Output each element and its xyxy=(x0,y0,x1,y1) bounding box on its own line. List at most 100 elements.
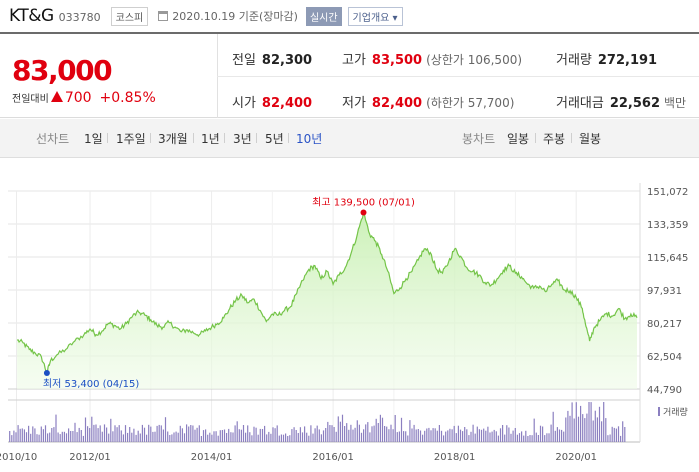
period-10y[interactable]: 10년 xyxy=(296,132,323,146)
candle-weekly[interactable]: 주봉 xyxy=(543,132,566,146)
stat-open: 시가 82,400 xyxy=(232,96,313,111)
volume-bar xyxy=(143,427,146,442)
volume-bar xyxy=(150,426,152,442)
volume-bar xyxy=(348,429,350,442)
volume-bar xyxy=(472,424,474,442)
volume-bar xyxy=(550,424,552,442)
volume-bar xyxy=(470,431,472,442)
period-3m[interactable]: 3개월 xyxy=(158,132,188,146)
volume-bar xyxy=(232,432,234,442)
volume-bar xyxy=(91,416,93,442)
period-5y[interactable]: 5년 xyxy=(265,132,284,146)
x-tick-label: 2012/01 xyxy=(69,452,111,463)
volume-bar xyxy=(539,425,542,442)
volume-bar xyxy=(188,426,190,442)
volume-bar xyxy=(533,418,535,442)
volume-bar xyxy=(306,432,308,442)
volume-bar xyxy=(146,434,148,442)
candle-daily[interactable]: 일봉 xyxy=(507,132,530,146)
volume-bar xyxy=(487,426,489,442)
realtime-button[interactable]: 실시간 xyxy=(305,6,342,26)
volume-bar xyxy=(156,425,158,442)
volume-bar xyxy=(141,424,143,442)
volume-bar xyxy=(19,428,21,442)
chart-annotations: 최고 139,500 (07/01) 최저 53,400 (04/15) xyxy=(43,197,415,390)
volume-bar xyxy=(521,431,523,442)
volume-bar xyxy=(358,424,360,442)
volume-bar xyxy=(405,431,407,442)
current-price: 83,000 xyxy=(12,54,113,87)
volume-bar xyxy=(287,436,289,442)
volume-bar xyxy=(97,428,99,442)
volume-bar xyxy=(304,426,306,442)
y-tick-label: 151,072 xyxy=(647,187,688,198)
y-tick-label: 97,931 xyxy=(647,286,682,297)
period-1d[interactable]: 1일 xyxy=(84,132,103,146)
volume-bar xyxy=(223,429,226,442)
volume-bar xyxy=(594,410,596,442)
corp-info-dropdown[interactable]: 기업개요 ▾ xyxy=(347,6,403,26)
volume-bar xyxy=(108,433,110,442)
volume-bar xyxy=(464,427,466,442)
volume-bar xyxy=(240,429,242,442)
volume-bar xyxy=(293,427,295,442)
volume-bar xyxy=(242,425,245,442)
volume-bar xyxy=(508,427,510,442)
market-badge: 코스피 xyxy=(110,6,149,26)
volume-bar xyxy=(411,428,413,442)
volume-bar xyxy=(495,431,497,442)
volume-bar xyxy=(518,433,521,442)
x-axis: 2010/10 2012/01 2014/01 2016/01 2018/01 2020/… xyxy=(0,452,597,463)
change-percent: +0.85% xyxy=(99,90,156,106)
volume-bar xyxy=(78,427,80,442)
volume-bar xyxy=(365,424,367,442)
volume-bar xyxy=(226,433,228,442)
volume-bar xyxy=(266,434,268,442)
period-1w[interactable]: 1주일 xyxy=(116,132,146,146)
volume-bar xyxy=(190,425,192,442)
volume-bar xyxy=(122,434,124,442)
period-1y[interactable]: 1년 xyxy=(201,132,220,146)
volume-bar xyxy=(329,425,331,442)
volume-bar xyxy=(419,430,422,442)
volume-bar xyxy=(167,431,169,442)
volume-bar xyxy=(9,431,11,442)
volume-bar xyxy=(396,432,398,442)
company-name: KT&G xyxy=(9,6,54,26)
volume-bar xyxy=(270,433,272,442)
volume-bar xyxy=(527,436,529,442)
volume-bar xyxy=(565,417,567,442)
candle-monthly[interactable]: 월봉 xyxy=(579,132,602,146)
period-3y[interactable]: 3년 xyxy=(233,132,252,146)
volume-bar xyxy=(413,424,415,442)
volume-bar xyxy=(264,425,266,442)
volume-bar xyxy=(70,431,72,442)
volume-bar xyxy=(455,433,457,442)
volume-bar xyxy=(61,431,63,442)
volume-legend: 거래량 xyxy=(658,406,688,418)
volume-bar xyxy=(325,428,327,442)
line-chart-label: 선차트 xyxy=(36,132,70,146)
price-chart[interactable]: 151,072 133,359 115,645 97,931 80,217 62,504 4… xyxy=(0,168,699,472)
volume-bar xyxy=(377,423,379,442)
volume-bar xyxy=(577,416,580,442)
volume-bar xyxy=(228,428,230,442)
volume-bar xyxy=(301,432,304,442)
volume-bar xyxy=(512,430,514,442)
volume-bar xyxy=(47,433,49,442)
volume-bar xyxy=(129,427,131,442)
volume-bar xyxy=(478,429,480,442)
volume-bar xyxy=(205,429,207,442)
volume-bar xyxy=(537,435,539,442)
volume-bar xyxy=(554,430,556,442)
volume-bar xyxy=(436,430,438,442)
volume-bar xyxy=(552,411,554,442)
volume-bar xyxy=(234,425,236,442)
volume-bar xyxy=(586,413,588,442)
low-label: 최저 53,400 (04/15) xyxy=(43,378,139,390)
volume-bar xyxy=(32,426,34,442)
volume-bar xyxy=(434,428,436,442)
volume-bar xyxy=(453,425,455,442)
volume-bar xyxy=(171,434,173,442)
volume-bar xyxy=(23,429,25,442)
